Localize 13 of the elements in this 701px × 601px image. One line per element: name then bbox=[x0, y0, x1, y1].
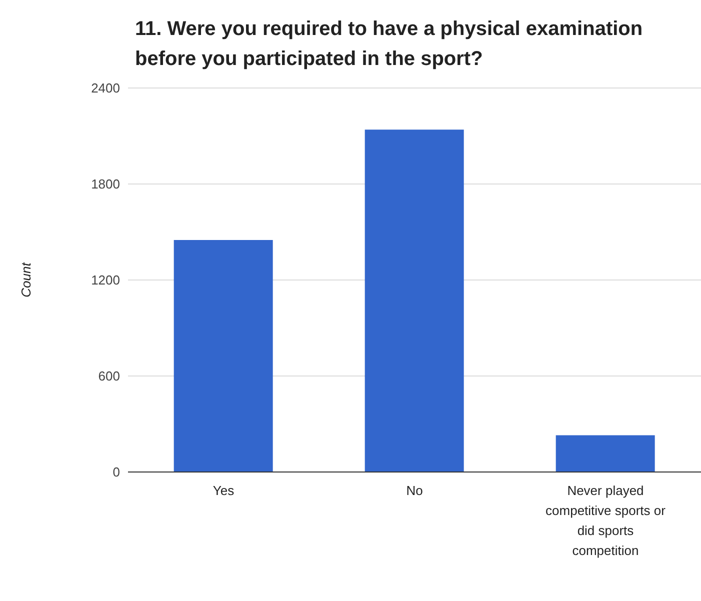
bar bbox=[556, 435, 655, 472]
y-tick-label: 0 bbox=[112, 464, 120, 480]
bar bbox=[174, 240, 273, 472]
chart-title: 11. Were you required to have a physical examination before you participated in the sport? bbox=[135, 17, 644, 72]
x-tick-label: Never played competitive sports or did sports competition bbox=[546, 483, 666, 558]
y-tick-label: 1800 bbox=[91, 176, 120, 192]
y-tick-label: 600 bbox=[98, 368, 120, 384]
bar bbox=[364, 130, 464, 472]
y-tick-label: 2400 bbox=[91, 80, 120, 96]
x-tick-label: No bbox=[406, 483, 423, 498]
y-axis-title: Count bbox=[18, 261, 34, 298]
y-tick-label: 1200 bbox=[91, 272, 120, 288]
x-tick-label: Yes bbox=[212, 483, 235, 498]
